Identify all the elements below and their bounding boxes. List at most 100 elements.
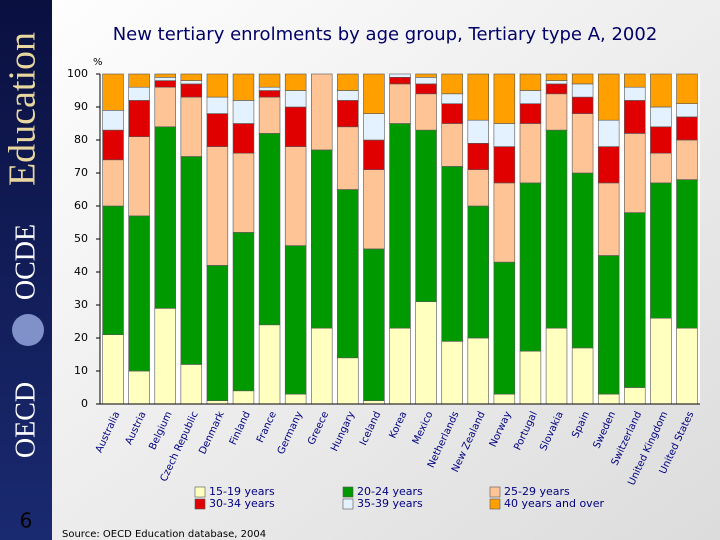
y-tick-label: 40 — [74, 265, 88, 278]
bar-segment — [337, 357, 359, 405]
bar-segment — [624, 212, 646, 388]
bar-segment — [650, 73, 672, 108]
bar-segment — [441, 166, 463, 342]
bar-segment — [467, 205, 489, 339]
bar-segment — [624, 133, 646, 213]
bar-segment — [545, 129, 568, 329]
sidebar — [0, 0, 52, 540]
bar-segment — [180, 83, 203, 98]
legend-label: 30-34 years — [209, 497, 275, 510]
bar-segment — [232, 232, 255, 392]
bar-segment — [676, 73, 698, 105]
bar-segment — [389, 77, 411, 85]
bar-segment — [650, 106, 672, 128]
bar-segment — [650, 152, 672, 184]
bar-segment — [232, 73, 255, 101]
bar-segment — [102, 129, 124, 161]
bar-segment — [676, 116, 698, 141]
bar-segment — [232, 123, 255, 154]
bar-segment — [571, 96, 594, 114]
bar-segment — [363, 139, 385, 171]
bar-segment — [206, 96, 229, 114]
bar-segment — [467, 143, 489, 171]
bar-segment — [597, 146, 620, 184]
brand-ocde: OCDE — [10, 224, 41, 300]
bar-segment — [154, 126, 176, 309]
bar-segment — [545, 73, 568, 81]
bar-segment — [154, 86, 176, 128]
bar-segment — [128, 73, 150, 88]
bar-segment — [597, 255, 620, 395]
y-tick-label: 70 — [74, 166, 88, 179]
bar-segment — [597, 73, 620, 121]
bar-segment — [337, 100, 359, 128]
bar-segment — [389, 83, 411, 124]
bar-segment — [284, 245, 307, 395]
bar-segment — [441, 123, 463, 167]
bar-segment — [415, 301, 437, 405]
bar-segment — [650, 126, 672, 154]
bar-segment — [389, 73, 411, 78]
bar-segment — [258, 324, 281, 405]
legend-label: 15-19 years — [209, 485, 275, 498]
bar-segment — [284, 73, 307, 91]
bar-segment — [128, 100, 150, 138]
legend-swatch — [342, 486, 354, 498]
bar-segment — [232, 152, 255, 233]
legend-swatch — [342, 498, 354, 510]
bar-segment — [258, 133, 281, 326]
bar-segment — [676, 103, 698, 118]
bar-segment — [180, 96, 203, 157]
bar-segment — [258, 90, 281, 98]
bar-segment — [493, 393, 516, 405]
bar-segment — [258, 73, 281, 88]
bar-segment — [545, 80, 568, 85]
bar-segment — [415, 83, 437, 95]
bar-segment — [650, 182, 672, 319]
bar-segment — [206, 113, 229, 147]
bar-segment — [519, 123, 542, 184]
bar-segment — [389, 123, 411, 329]
bar-segment — [232, 100, 255, 124]
bar-segment — [467, 73, 489, 121]
bar-segment — [545, 327, 568, 405]
bar-segment — [441, 103, 463, 124]
bar-segment — [363, 248, 385, 401]
bar-segment — [337, 189, 359, 359]
bar-segment — [337, 73, 359, 91]
logo-circle — [12, 314, 44, 346]
bar-segment — [441, 93, 463, 105]
bar-segment — [519, 103, 542, 124]
bar-segment — [441, 73, 463, 95]
bar-segment — [493, 73, 516, 124]
brand-education: Education — [2, 32, 44, 186]
bar-segment — [284, 106, 307, 147]
bar-segment — [128, 86, 150, 101]
bar-segment — [363, 169, 385, 250]
bar-segment — [258, 96, 281, 134]
bar-segment — [284, 146, 307, 246]
bar-segment — [311, 73, 333, 151]
bar-segment — [206, 146, 229, 266]
bar-segment — [545, 83, 568, 95]
bar-segment — [676, 327, 698, 405]
legend-label: 25-29 years — [504, 485, 570, 498]
bar-segment — [597, 119, 620, 147]
legend-label: 20-24 years — [357, 485, 423, 498]
bar-segment — [624, 100, 646, 134]
bar-segment — [180, 80, 203, 85]
bar-segment — [284, 90, 307, 108]
bar-segment — [493, 182, 516, 263]
bar-segment — [519, 350, 542, 405]
bar-segment — [180, 73, 203, 81]
bar-segment — [415, 129, 437, 303]
bar-segment — [154, 307, 176, 405]
bar-segment — [493, 261, 516, 395]
bar-segment — [519, 90, 542, 104]
bar-segment — [545, 93, 568, 131]
legend-swatch — [489, 498, 501, 510]
y-tick-label: 30 — [74, 298, 88, 311]
bar-segment — [624, 387, 646, 405]
